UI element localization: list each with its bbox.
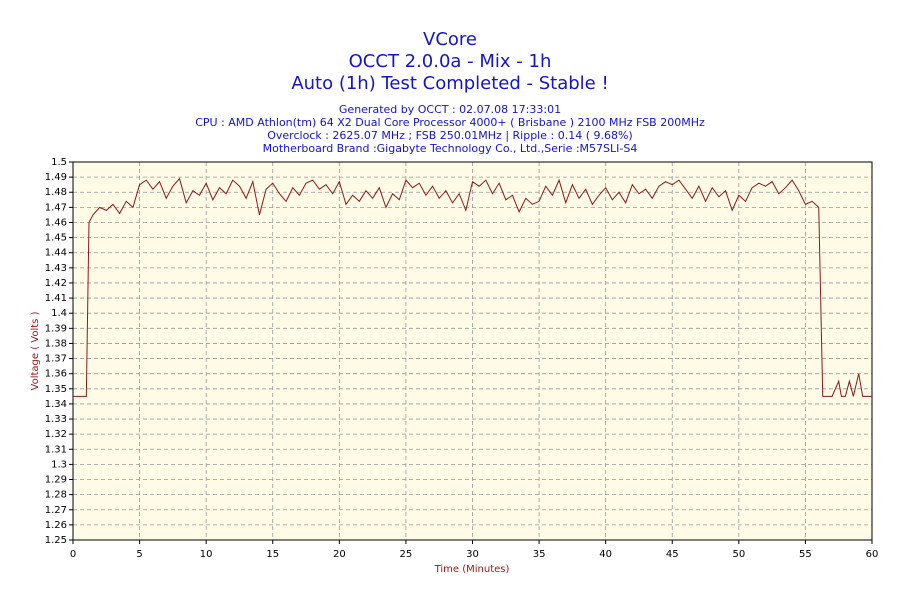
y-tick-label: 1.38	[45, 338, 67, 349]
y-tick-label: 1.26	[45, 520, 67, 531]
x-tick-label: 40	[599, 549, 612, 560]
chart-title: VCore	[423, 29, 477, 50]
x-tick-label: 15	[266, 549, 279, 560]
x-tick-label: 50	[732, 549, 745, 560]
y-tick-label: 1.43	[45, 263, 67, 274]
line-series	[73, 177, 872, 397]
x-tick-label: 20	[333, 549, 346, 560]
y-tick-label: 1.44	[45, 248, 67, 259]
y-tick-label: 1.39	[45, 323, 67, 334]
y-tick-label: 1.4	[51, 308, 67, 319]
y-tick-label: 1.5	[51, 157, 67, 168]
x-tick-label: 30	[466, 549, 479, 560]
y-tick-label: 1.31	[45, 444, 67, 455]
y-axis-label: Voltage ( Volts )	[30, 311, 41, 390]
y-tick-label: 1.33	[45, 414, 67, 425]
y-tick-label: 1.29	[45, 475, 67, 486]
info-line: Overclock : 2625.07 MHz ; FSB 250.01MHz …	[267, 129, 632, 142]
y-tick-label: 1.27	[45, 505, 67, 516]
y-tick-label: 1.42	[45, 278, 67, 289]
y-tick-label: 1.32	[45, 429, 67, 440]
x-tick-label: 10	[200, 549, 213, 560]
y-tick-label: 1.3	[51, 459, 67, 470]
x-tick-label: 55	[799, 549, 812, 560]
info-line: CPU : AMD Athlon(tm) 64 X2 Dual Core Pro…	[195, 116, 705, 129]
y-tick-label: 1.46	[45, 217, 67, 228]
y-tick-label: 1.41	[45, 293, 67, 304]
plot-frame	[72, 161, 873, 541]
chart-subtitle: OCCT 2.0.0a - Mix - 1h	[349, 51, 552, 72]
y-tick-label: 1.25	[45, 535, 67, 546]
x-tick-label: 25	[400, 549, 413, 560]
y-tick-label: 1.34	[45, 399, 67, 410]
y-tick-label: 1.45	[45, 233, 67, 244]
y-tick-label: 1.36	[45, 369, 67, 380]
y-tick-label: 1.49	[45, 172, 67, 183]
x-tick-label: 45	[666, 549, 679, 560]
y-tick-label: 1.35	[45, 384, 67, 395]
x-tick-label: 35	[533, 549, 546, 560]
chart-subtitle: Auto (1h) Test Completed - Stable !	[291, 73, 608, 94]
info-line: Motherboard Brand :Gigabyte Technology C…	[263, 142, 638, 155]
x-axis-label: Time (Minutes)	[434, 564, 510, 575]
y-tick-label: 1.48	[45, 187, 67, 198]
y-tick-label: 1.47	[45, 202, 67, 213]
x-tick-label: 0	[70, 549, 76, 560]
info-line: Generated by OCCT : 02.07.08 17:33:01	[339, 103, 561, 116]
y-tick-label: 1.28	[45, 490, 67, 501]
y-tick-label: 1.37	[45, 354, 67, 365]
x-tick-label: 5	[136, 549, 142, 560]
x-tick-label: 60	[866, 549, 879, 560]
